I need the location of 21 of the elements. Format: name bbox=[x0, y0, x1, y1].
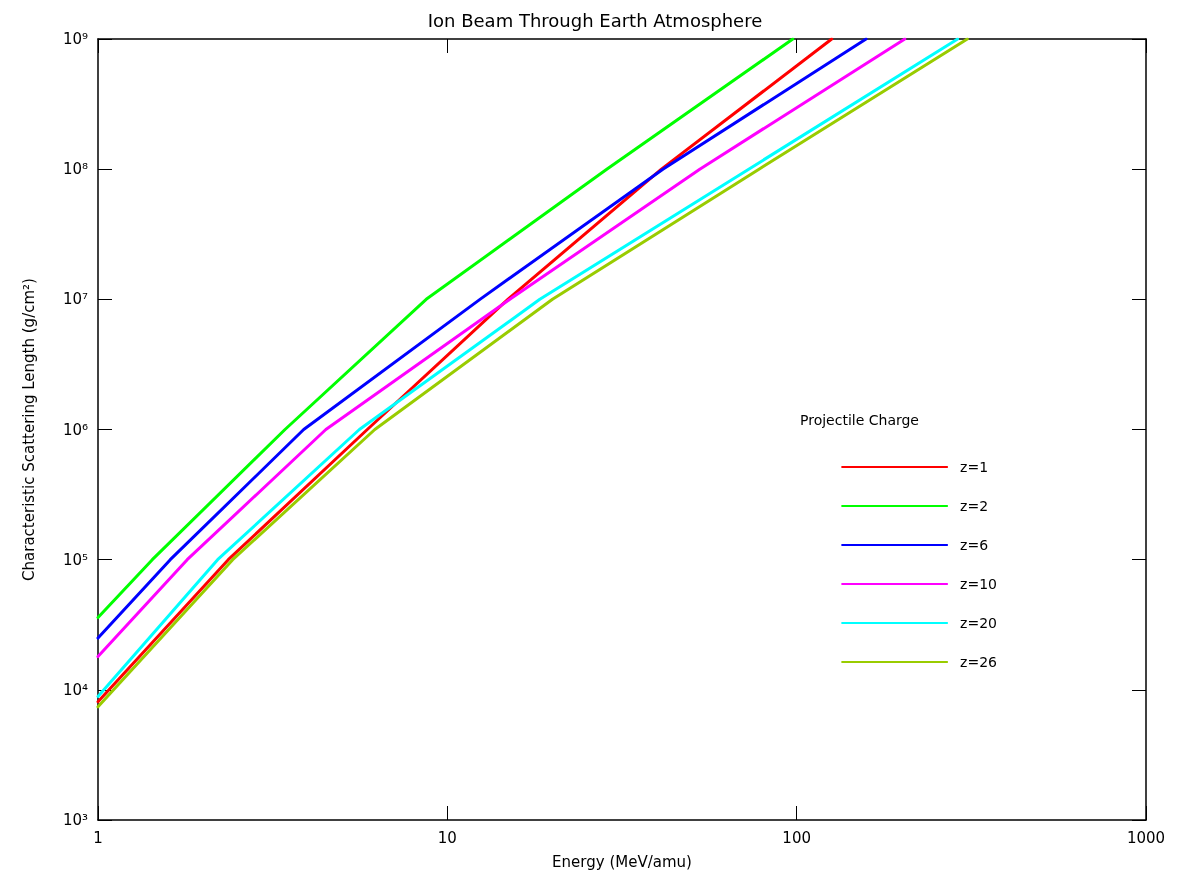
y-tick-label: 10⁹ bbox=[62, 30, 88, 48]
text: z=2 bbox=[960, 498, 989, 514]
y-axis-title: Characteristic Scattering Length (g/cm²) bbox=[19, 278, 38, 581]
chart-title: Ion Beam Through Earth Atmosphere bbox=[427, 9, 763, 31]
text: z=6 bbox=[960, 537, 989, 553]
text: z=26 bbox=[960, 654, 998, 670]
y-tick-label: 10⁸ bbox=[62, 160, 88, 179]
x-tick-label: 1000 bbox=[1126, 828, 1166, 847]
x-axis-title: Energy (MeV/amu) bbox=[552, 852, 692, 871]
y-tick-label: 10⁶ bbox=[62, 420, 88, 439]
x-tick-label: 1 bbox=[93, 828, 103, 847]
text: z=10 bbox=[960, 576, 998, 592]
text: z=1 bbox=[960, 459, 989, 475]
y-tick-label: 10⁴ bbox=[62, 680, 88, 699]
text: z=20 bbox=[960, 615, 998, 631]
y-tick-label: 10³ bbox=[62, 811, 88, 829]
legend-title: Projectile Charge bbox=[800, 412, 919, 428]
y-tick-label: 10⁵ bbox=[62, 550, 88, 569]
y-tick-label: 10⁷ bbox=[62, 290, 88, 309]
x-tick-label: 100 bbox=[782, 828, 811, 847]
x-tick-label: 10 bbox=[437, 828, 457, 847]
